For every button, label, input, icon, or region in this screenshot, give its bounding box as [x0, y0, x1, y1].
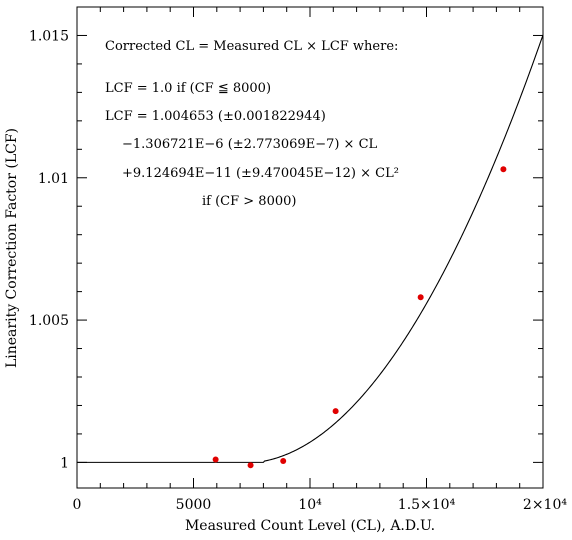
x-tick-label: 1.5×10⁴	[398, 497, 456, 513]
y-tick-label: 1	[60, 455, 69, 471]
x-tick-label: 5000	[176, 497, 212, 513]
data-point	[500, 166, 507, 173]
data-points	[212, 166, 507, 469]
y-tick-label: 1.015	[29, 28, 69, 44]
annotation-line-4: −1.306721E−6 (±2.773069E−7) × CL	[122, 137, 378, 152]
fit-curve	[77, 34, 544, 463]
x-tick-label: 2×10⁴	[523, 497, 567, 513]
annotation-line-3: LCF = 1.004653 (±0.001822944)	[105, 109, 326, 124]
data-point	[280, 457, 287, 464]
data-point	[247, 462, 254, 469]
annotation-line-5: +9.124694E−11 (±9.470045E−12) × CL²	[122, 166, 399, 181]
y-axis-label: Linearity Correction Factor (LCF)	[4, 128, 20, 368]
y-tick-label: 1.01	[38, 171, 69, 187]
axis-ticks	[76, 6, 544, 488]
data-point	[332, 408, 339, 415]
annotation-line-1: Corrected CL = Measured CL × LCF where:	[105, 39, 398, 54]
y-tick-label: 1.005	[29, 313, 69, 329]
x-tick-label: 10⁴	[298, 497, 322, 513]
equation-annotation: Corrected CL = Measured CL × LCF where: …	[105, 39, 399, 209]
data-point	[212, 456, 219, 463]
data-point	[417, 294, 424, 301]
plot-frame	[76, 6, 544, 489]
tick-labels: 0 5000 10⁴ 1.5×10⁴ 2×10⁴ 1 1.005 1.01 1.015	[29, 28, 567, 513]
annotation-line-6: if (CF > 8000)	[202, 194, 296, 209]
x-tick-label: 0	[73, 497, 82, 513]
annotation-line-2: LCF = 1.0 if (CF ≦ 8000)	[105, 81, 271, 96]
x-axis-label: Measured Count Level (CL), A.D.U.	[185, 518, 435, 534]
